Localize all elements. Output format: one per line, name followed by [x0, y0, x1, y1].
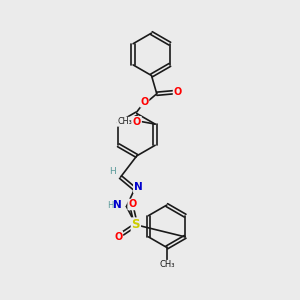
Text: N: N: [134, 182, 142, 192]
Text: O: O: [174, 87, 182, 97]
Text: O: O: [140, 97, 148, 107]
Text: CH₃: CH₃: [117, 117, 132, 126]
Text: CH₃: CH₃: [159, 260, 175, 269]
Text: N: N: [112, 200, 122, 210]
Text: S: S: [132, 218, 140, 231]
Text: O: O: [114, 232, 122, 242]
Text: O: O: [133, 117, 141, 127]
Text: O: O: [128, 200, 136, 209]
Text: H: H: [107, 201, 113, 210]
Text: H: H: [109, 167, 116, 176]
